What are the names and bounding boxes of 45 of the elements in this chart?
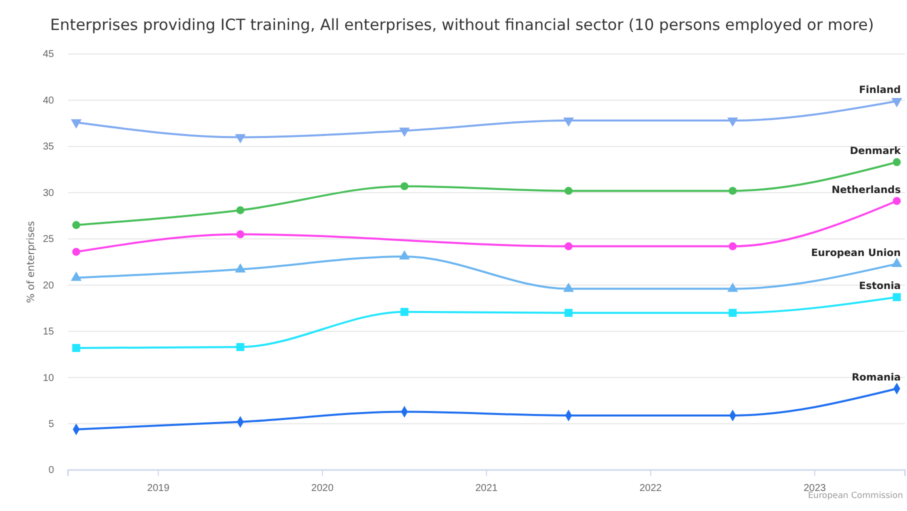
point	[563, 117, 574, 127]
y-tick-label: 5	[48, 418, 54, 430]
point	[564, 186, 573, 195]
series-label: Estonia	[859, 281, 901, 292]
y-tick-label: 35	[42, 142, 54, 153]
x-tick-label: 2021	[475, 483, 498, 494]
point	[234, 134, 246, 144]
y-tick-label: 25	[42, 234, 54, 246]
point	[892, 197, 901, 205]
point	[891, 98, 902, 108]
y-tick-label: 10	[42, 372, 54, 384]
point	[564, 242, 573, 250]
point	[564, 308, 573, 317]
y-tick-label: 30	[42, 188, 54, 199]
point	[892, 158, 901, 166]
x-tick-label: 2022	[639, 483, 662, 494]
point	[892, 293, 901, 302]
x-tick-label: 2020	[311, 483, 334, 494]
point	[728, 308, 737, 317]
point	[399, 128, 410, 137]
series-label: Finland	[858, 85, 901, 96]
point	[400, 308, 408, 316]
y-axis-title: % of enterprises	[26, 221, 37, 303]
point	[728, 186, 737, 195]
series-label: Denmark	[850, 146, 902, 158]
y-tick-label: 45	[42, 49, 54, 60]
y-tick-label: 15	[42, 326, 54, 338]
point	[236, 230, 244, 238]
point	[72, 344, 80, 352]
series-label: European Union	[811, 248, 901, 259]
point	[236, 206, 244, 214]
y-tick-label: 0	[48, 465, 54, 476]
point	[70, 119, 82, 129]
y-tick-label: 40	[42, 95, 54, 106]
point	[728, 242, 737, 250]
point	[400, 182, 408, 190]
x-tick-label: 2019	[147, 483, 170, 494]
series-label: Netherlands	[832, 184, 901, 196]
point	[236, 343, 244, 352]
y-tick-label: 20	[42, 280, 54, 292]
point	[72, 221, 80, 230]
chart-title: Enterprises providing ICT training, All enterprises, without financial sector (10 persons employed or more)	[50, 16, 874, 34]
point	[727, 117, 738, 127]
point	[72, 248, 80, 256]
series-label: Romania	[852, 372, 901, 384]
